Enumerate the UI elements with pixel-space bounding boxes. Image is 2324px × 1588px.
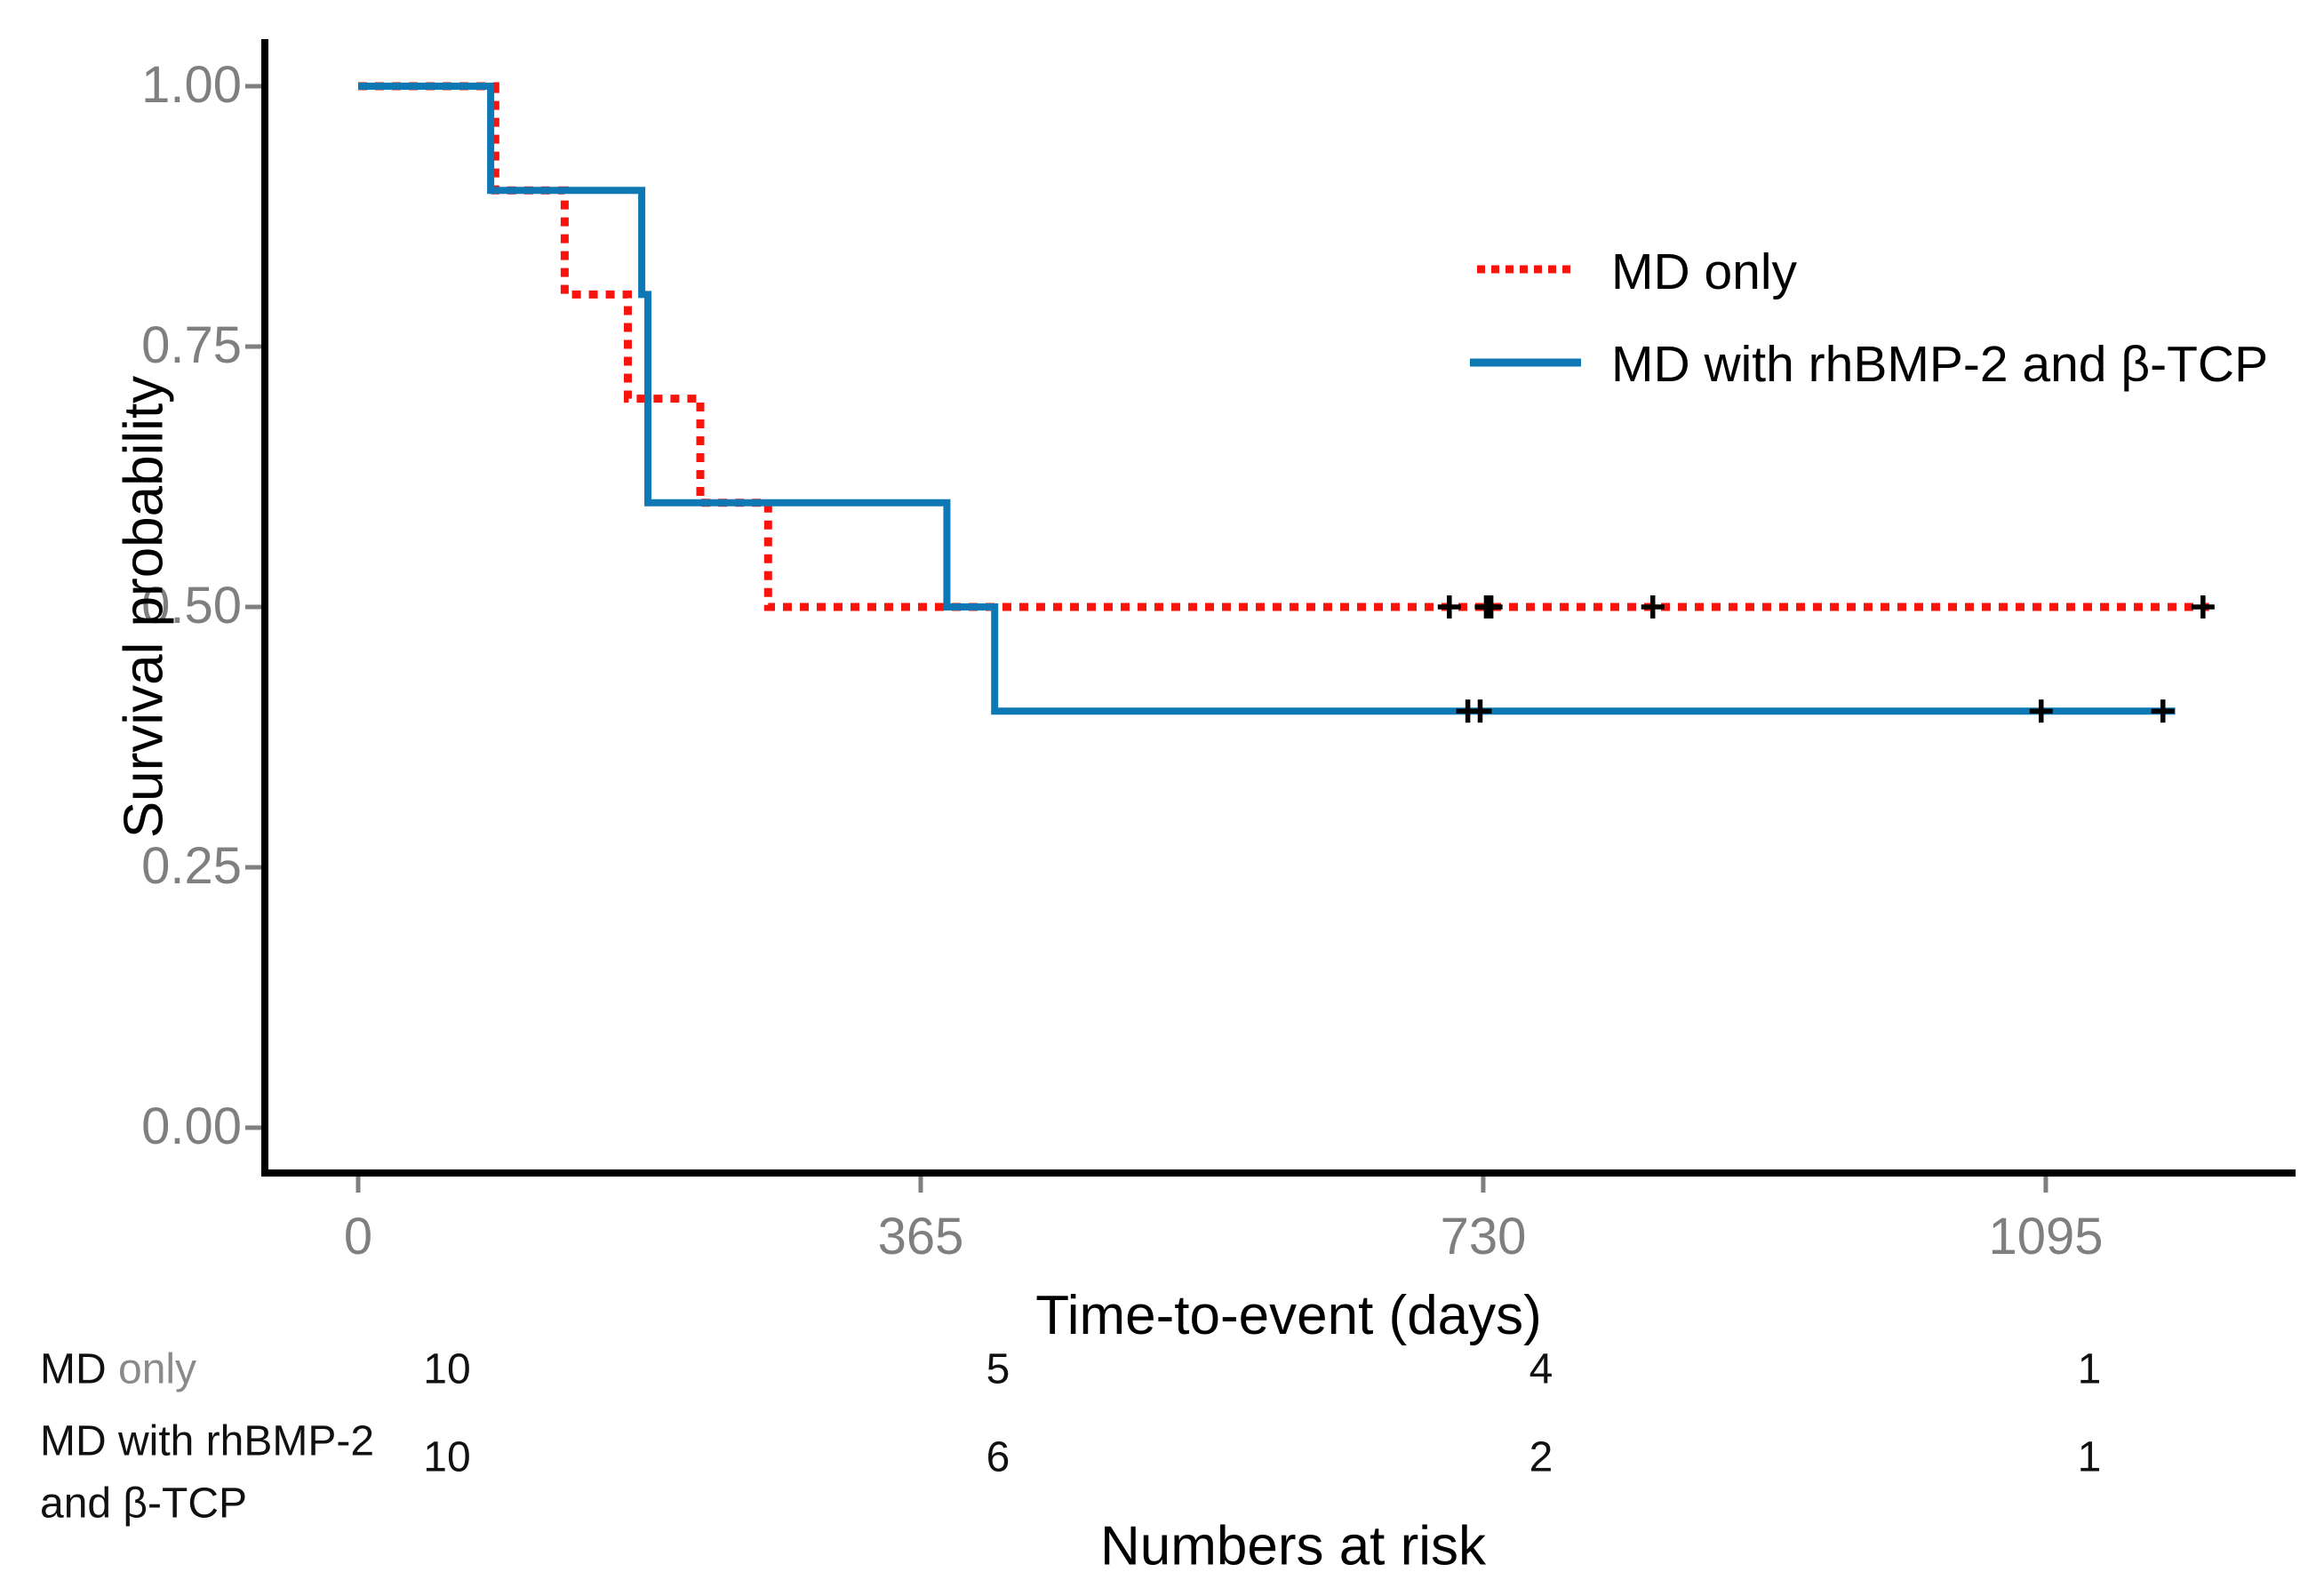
risk-count-md-only-t730: 4 — [1529, 1345, 1553, 1393]
x-tick-label-0: 0 — [343, 1208, 373, 1265]
risk-table-caption: Numbers at risk — [1099, 1515, 1487, 1577]
risk-count-md-rhbmp2-t0: 10 — [423, 1433, 471, 1481]
risk-count-md-rhbmp2-t730: 2 — [1529, 1433, 1553, 1481]
x-axis-title: Time-to-event (days) — [1035, 1285, 1542, 1346]
risk-count-md-rhbmp2-t1095: 1 — [2077, 1433, 2102, 1481]
risk-row-label-md-only-secondary: only — [118, 1345, 197, 1393]
risk-count-md-only-t365: 5 — [986, 1345, 1010, 1393]
y-axis-title: Survival probability — [113, 375, 175, 839]
legend-label-md-only: MD only — [1611, 243, 1798, 300]
y-tick-label-1.00: 1.00 — [141, 56, 242, 115]
x-tick-label-730: 730 — [1440, 1208, 1527, 1265]
risk-count-md-only-t1095: 1 — [2077, 1345, 2102, 1393]
y-tick-label-0.25: 0.25 — [141, 837, 242, 896]
x-tick-label-365: 365 — [877, 1208, 964, 1265]
survival-curve-md-rhbmp2 — [358, 83, 2176, 715]
survival-curve-md-only — [358, 82, 2209, 611]
y-tick-label-0.00: 0.00 — [141, 1097, 242, 1156]
risk-row-label-md-rhbmp2-line2: and β-TCP — [40, 1480, 248, 1528]
risk-count-md-rhbmp2-t365: 6 — [986, 1433, 1010, 1481]
y-tick-label-0.75: 0.75 — [141, 316, 242, 375]
risk-row-label-md-rhbmp2-line1: MD with rhBMP-2 — [40, 1417, 375, 1465]
risk-count-md-only-t0: 10 — [423, 1345, 471, 1393]
x-tick-label-1095: 1095 — [1988, 1208, 2104, 1265]
y-tick-label-0.50: 0.50 — [141, 577, 242, 635]
risk-row-label-md-only-primary: MD — [40, 1345, 107, 1393]
risk-row-label-md-only: MD only — [40, 1345, 196, 1394]
legend-label-md-rhbmp2: MD with rhBMP-2 and β-TCP — [1611, 336, 2269, 393]
